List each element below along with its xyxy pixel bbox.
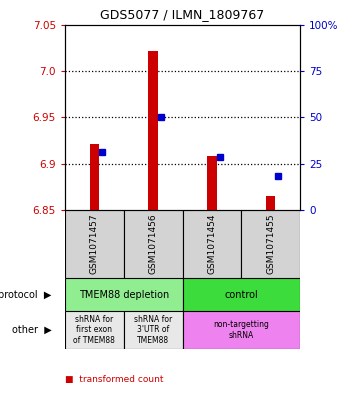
Text: TMEM88 depletion: TMEM88 depletion — [79, 290, 169, 299]
Bar — [124, 210, 183, 278]
Text: shRNA for
first exon
of TMEM88: shRNA for first exon of TMEM88 — [73, 315, 115, 345]
Bar — [90, 144, 99, 210]
Bar — [65, 311, 124, 349]
Text: GSM1071457: GSM1071457 — [90, 214, 99, 274]
Text: protocol  ▶: protocol ▶ — [0, 290, 51, 299]
Text: GSM1071456: GSM1071456 — [149, 214, 158, 274]
Bar — [266, 196, 275, 210]
Bar — [183, 311, 300, 349]
Bar — [149, 51, 158, 210]
Text: GSM1071454: GSM1071454 — [207, 214, 216, 274]
Bar — [183, 210, 241, 278]
Bar — [124, 311, 183, 349]
Text: GSM1071455: GSM1071455 — [266, 214, 275, 274]
Bar — [65, 210, 124, 278]
Text: other  ▶: other ▶ — [12, 325, 51, 335]
Text: shRNA for
3'UTR of
TMEM88: shRNA for 3'UTR of TMEM88 — [134, 315, 172, 345]
Bar — [207, 156, 217, 210]
Bar — [65, 278, 183, 311]
Bar — [183, 278, 300, 311]
Title: GDS5077 / ILMN_1809767: GDS5077 / ILMN_1809767 — [100, 8, 265, 21]
Text: non-targetting
shRNA: non-targetting shRNA — [213, 320, 269, 340]
Text: ■  transformed count: ■ transformed count — [65, 375, 164, 384]
Text: control: control — [224, 290, 258, 299]
Bar — [241, 210, 300, 278]
